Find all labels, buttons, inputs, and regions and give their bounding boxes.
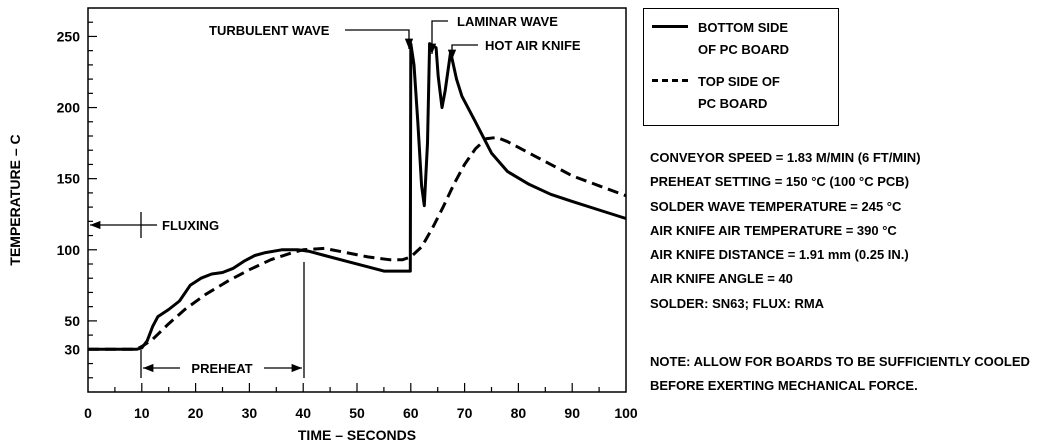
laminar-wave-leader <box>427 20 448 54</box>
legend-bottom-line2: OF PC BOARD <box>698 42 789 57</box>
x-tick-label: 90 <box>564 405 580 421</box>
x-tick-label: 10 <box>134 405 150 421</box>
param-solder-wave-temp: SOLDER WAVE TEMPERATURE = 245 °C <box>650 198 902 214</box>
y-tick-label: 250 <box>57 28 81 44</box>
x-tick-label: 70 <box>457 405 473 421</box>
fluxing-label: FLUXING <box>162 218 219 233</box>
legend-solid-line-swatch <box>652 25 688 28</box>
x-tick-label: 0 <box>84 405 92 421</box>
legend-bottom-line1: BOTTOM SIDE <box>698 20 789 35</box>
x-tick-label: 40 <box>295 405 311 421</box>
series-layer <box>88 42 627 351</box>
y-tick-label: 200 <box>57 100 81 116</box>
legend-label-top-side: TOP SIDE OF PC BOARD <box>698 71 808 115</box>
x-tick-label: 100 <box>614 405 638 421</box>
legend-top-line2: PC BOARD <box>698 96 768 111</box>
hot-air-knife-leader <box>447 44 478 60</box>
process-parameters: CONVEYOR SPEED = 1.83 M/MIN (6 FT/MIN) P… <box>650 146 921 316</box>
x-axis-title: TIME – SECONDS <box>298 427 416 443</box>
chart-legend: BOTTOM SIDE OF PC BOARD TOP SIDE OF PC B… <box>643 8 839 126</box>
x-tick-label: 20 <box>188 405 204 421</box>
bottom-side-series-line <box>88 42 627 351</box>
x-axis-ticks: 0 10 20 30 40 50 60 70 80 90 100 <box>84 383 638 421</box>
y-tick-label: 150 <box>57 171 81 187</box>
param-solder-flux: SOLDER: SN63; FLUX: RMA <box>650 295 825 311</box>
param-conveyor-speed: CONVEYOR SPEED = 1.83 M/MIN (6 FT/MIN) <box>650 150 921 165</box>
y-axis-ticks: 30 50 100 150 200 250 <box>57 21 97 379</box>
y-tick-label: 30 <box>64 341 80 357</box>
y-tick-label: 100 <box>57 242 81 258</box>
plot-frame <box>87 7 627 393</box>
preheat-label: PREHEAT <box>191 361 252 376</box>
turbulent-wave-label: TURBULENT WAVE <box>209 23 330 38</box>
param-air-knife-distance: AIR KNIFE DISTANCE = 1.91 mm (0.25 IN.) <box>650 247 909 263</box>
cooling-note: NOTE: ALLOW FOR BOARDS TO BE SUFFICIENTL… <box>650 354 1030 393</box>
legend-dashed-line-swatch <box>652 79 688 82</box>
top-side-series-line <box>88 135 627 351</box>
param-preheat-setting: PREHEAT SETTING = 150 °C (100 °C PCB) <box>650 174 910 190</box>
x-tick-label: 80 <box>511 405 527 421</box>
legend-top-line1: TOP SIDE OF <box>698 74 780 89</box>
y-axis-title: TEMPERATURE – C <box>7 134 23 265</box>
laminar-wave-label: LAMINAR WAVE <box>457 14 558 29</box>
legend-item-bottom-side: BOTTOM SIDE OF PC BOARD <box>652 17 808 61</box>
legend-item-top-side: TOP SIDE OF PC BOARD <box>652 71 808 115</box>
legend-label-bottom-side: BOTTOM SIDE OF PC BOARD <box>698 17 808 61</box>
x-tick-label: 30 <box>242 405 258 421</box>
param-air-knife-angle: AIR KNIFE ANGLE = 40 <box>650 271 793 287</box>
y-tick-label: 50 <box>64 313 80 329</box>
x-tick-label: 50 <box>349 405 365 421</box>
turbulent-wave-leader <box>345 29 414 49</box>
x-tick-label: 60 <box>403 405 419 421</box>
param-air-knife-temp: AIR KNIFE AIR TEMPERATURE = 390 °C <box>650 222 897 238</box>
hot-air-knife-label: HOT AIR KNIFE <box>485 38 581 53</box>
